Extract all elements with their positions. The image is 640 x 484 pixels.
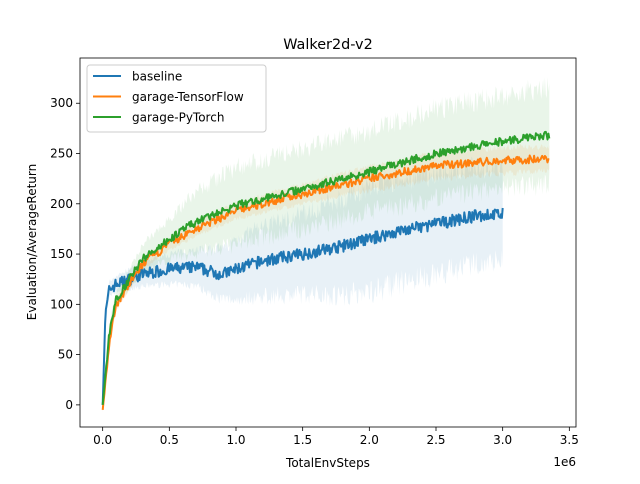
x-tick-label: 0.5 — [160, 433, 179, 447]
series-lines — [101, 130, 551, 411]
x-tick-label: 1.0 — [226, 433, 245, 447]
y-tick-label: 250 — [50, 147, 73, 161]
legend-label: baseline — [132, 70, 182, 84]
legend-box — [86, 64, 267, 133]
std-band-garage-PyTorch — [102, 77, 550, 408]
x-offset-label: 1e6 — [553, 455, 576, 469]
x-axis: 0.0 0.5 1.0 1.5 2.0 2.5 3.0 3.5 — [93, 427, 579, 447]
std-bands — [102, 77, 550, 413]
y-axis-label: Evaluation/AverageReturn — [25, 164, 39, 320]
y-tick-label: 150 — [50, 247, 73, 261]
x-tick-label: 3.0 — [493, 433, 512, 447]
legend: baseline garage-TensorFlow garage-PyTorch — [86, 64, 267, 133]
y-tick-label: 0 — [65, 398, 73, 412]
legend-label: garage-TensorFlow — [132, 90, 244, 104]
series-line-garage-PyTorch — [101, 130, 551, 405]
x-tick-label: 2.0 — [360, 433, 379, 447]
std-band-garage-TensorFlow — [102, 144, 550, 413]
plot-frame — [79, 57, 577, 428]
legend-label: garage-PyTorch — [132, 111, 224, 125]
std-band-baseline — [102, 156, 503, 408]
y-tick-label: 200 — [50, 197, 73, 211]
x-tick-label: 0.0 — [93, 433, 112, 447]
x-tick-label: 2.5 — [426, 433, 445, 447]
y-tick-label: 50 — [58, 348, 73, 362]
x-tick-label: 3.5 — [560, 433, 579, 447]
chart-title: Walker2d-v2 — [283, 37, 372, 53]
x-axis-label: TotalEnvSteps — [285, 456, 370, 470]
series-line-baseline — [101, 207, 504, 405]
y-axis: 0 50 100 150 200 250 300 — [50, 96, 80, 412]
y-tick-label: 100 — [50, 297, 73, 311]
y-tick-label: 300 — [50, 96, 73, 110]
x-tick-label: 1.5 — [293, 433, 312, 447]
